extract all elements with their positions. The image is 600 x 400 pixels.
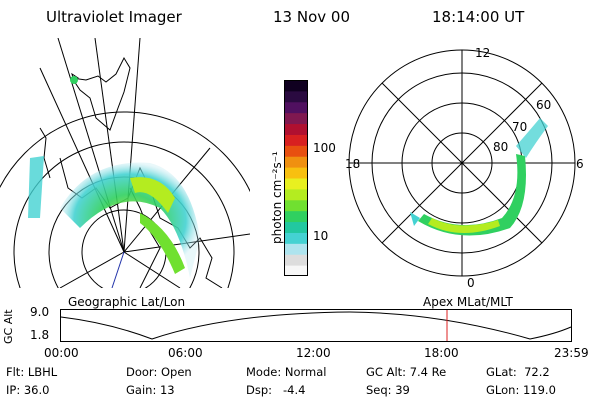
door-info: Door: Open — [126, 365, 192, 379]
colorbar-band — [284, 188, 308, 201]
glat-info: GLat: 72.2 — [486, 365, 550, 379]
geo-map-title: Geographic Lat/Lon — [68, 295, 186, 309]
timeline-xtick-0600: 06:00 — [168, 346, 203, 360]
colorbar-band — [284, 80, 308, 92]
timeline-y-label: GC Alt — [2, 309, 15, 344]
timeline-xtick-1200: 12:00 — [296, 346, 331, 360]
filter-info: Flt: LBHL — [6, 365, 57, 379]
glon-info: GLon: 119.0 — [486, 383, 556, 397]
seq-info: Seq: 39 — [366, 383, 410, 397]
seq-value: 39 — [395, 383, 410, 397]
filter-value: LBHL — [27, 365, 58, 379]
timeline-ytick-9: 9.0 — [30, 305, 50, 319]
gain-label: Gain: — [126, 383, 157, 397]
gcalt-info: GC Alt: 7.4 Re — [366, 365, 446, 379]
colorbar-band — [284, 210, 308, 223]
filter-label: Flt: — [6, 365, 25, 379]
gain-value: 13 — [159, 383, 175, 397]
mode-value: Normal — [284, 365, 327, 379]
timeline-ytick-1-8: 1.8 — [30, 328, 50, 342]
polar-grid — [348, 49, 576, 277]
polar-aurora-oval — [410, 118, 548, 236]
glon-label: GLon: — [486, 383, 520, 397]
orbit-altitude-timeline — [60, 309, 572, 342]
door-value: Open — [160, 365, 192, 379]
glon-value: 119.0 — [522, 383, 556, 397]
timeline-xtick-0000: 00:00 — [44, 346, 79, 360]
colorbar-band — [284, 232, 308, 244]
colorbar-band — [284, 145, 308, 157]
ip-value: 36.0 — [23, 383, 50, 397]
polar-label-6: 6 — [576, 157, 584, 171]
colorbar-tick-100: 100 — [313, 141, 336, 155]
colorbar-band — [284, 112, 308, 125]
time-label: 18:14:00 UT — [432, 8, 525, 26]
colorbar-band — [284, 243, 308, 255]
polar-label-0: 0 — [467, 276, 475, 290]
mode-info: Mode: Normal — [246, 365, 326, 379]
gcalt-label: GC Alt: — [366, 365, 407, 379]
colorbar-band — [284, 265, 308, 276]
gcalt-value: 7.4 Re — [409, 365, 447, 379]
color-scale-bar — [284, 80, 308, 276]
spacecraft-nadir-line — [111, 251, 125, 288]
colorbar-band — [284, 101, 308, 114]
colorbar-band — [284, 90, 308, 103]
aurora-emission — [28, 76, 200, 278]
polar-lat-80: 80 — [493, 140, 509, 154]
dsp-value: -4.4 — [283, 383, 306, 397]
date-label: 13 Nov 00 — [273, 8, 350, 26]
ip-label: IP: — [6, 383, 21, 397]
colorbar-band — [284, 254, 308, 266]
polar-map-title: Apex MLat/MLT — [423, 295, 513, 309]
colorbar-band — [284, 134, 308, 146]
colorbar-band — [284, 123, 308, 135]
colorbar-band — [284, 221, 308, 233]
colorbar-tick-10: 10 — [313, 229, 329, 243]
colorbar-band — [284, 167, 308, 179]
polar-lat-70: 70 — [512, 120, 528, 134]
polar-mlat-mlt-plot — [348, 49, 576, 277]
seq-label: Seq: — [366, 383, 392, 397]
dsp-info: Dsp: -4.4 — [246, 383, 305, 397]
door-label: Door: — [126, 365, 158, 379]
colorbar-band — [284, 178, 308, 190]
colorbar-band — [284, 199, 308, 212]
polar-label-18: 18 — [345, 157, 361, 171]
timeline-xtick-1800: 18:00 — [424, 346, 459, 360]
colorbar-band — [284, 156, 308, 168]
timeline-xtick-2359: 23:59 — [554, 346, 589, 360]
dsp-label: Dsp: — [246, 383, 273, 397]
glat-value: 72.2 — [524, 365, 550, 379]
polar-lat-60: 60 — [536, 98, 552, 112]
polar-label-12: 12 — [475, 46, 491, 60]
geographic-image — [0, 38, 250, 288]
mode-label: Mode: — [246, 365, 282, 379]
altitude-curve — [60, 311, 572, 340]
gain-info: Gain: 13 — [126, 383, 175, 397]
glat-label: GLat: — [486, 365, 517, 379]
colorbar-unit-label: photon cm⁻²s⁻¹ — [270, 151, 284, 244]
ip-info: IP: 36.0 — [6, 383, 49, 397]
instrument-title: Ultraviolet Imager — [46, 8, 182, 26]
